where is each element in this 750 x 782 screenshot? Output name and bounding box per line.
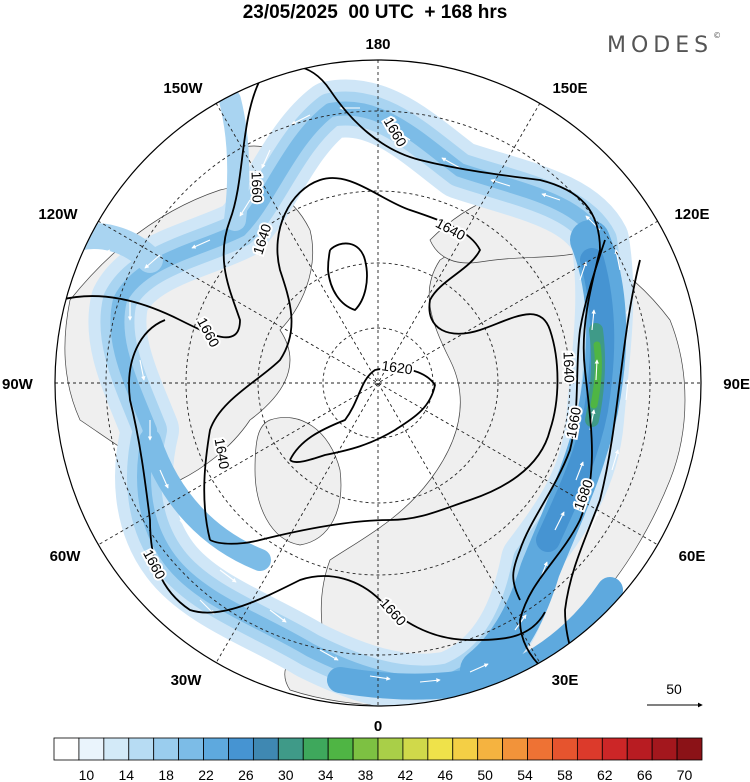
colorbar-swatch — [128, 737, 155, 761]
lon-label-60w: 60W — [50, 548, 82, 565]
colorbar-tick-label: 58 — [557, 767, 573, 782]
colorbar: 10 14 18 22 26 30 34 38 42 46 50 54 58 62 66 70 — [53, 737, 703, 782]
contour-label: 1660 — [249, 171, 266, 203]
colorbar-swatch — [676, 737, 703, 761]
colorbar-swatch — [178, 737, 204, 761]
colorbar-tick-label: 70 — [677, 767, 693, 782]
colorbar-swatch — [103, 737, 130, 761]
colorbar-swatch — [277, 737, 304, 761]
colorbar-swatch — [502, 737, 528, 761]
colorbar-tick-label: 18 — [158, 767, 174, 782]
brand-name: MODES — [607, 33, 714, 58]
lon-label-150e: 150E — [552, 80, 587, 97]
contour-label: 1640 — [561, 351, 578, 383]
lon-label-180: 180 — [365, 36, 390, 53]
colorbar-swatch — [651, 737, 678, 761]
lon-label-30w: 30W — [171, 672, 203, 689]
colorbar-swatch — [53, 737, 80, 761]
colorbar-swatch — [302, 737, 329, 761]
colorbar-swatch — [552, 737, 578, 761]
colorbar-tick-label: 22 — [198, 767, 214, 782]
colorbar-swatch — [327, 737, 354, 761]
colorbar-tick-label: 30 — [278, 767, 294, 782]
colorbar-tick-label: 42 — [398, 767, 414, 782]
lon-label-30e: 30E — [552, 672, 579, 689]
brand-mark: © — [713, 31, 722, 40]
colorbar-swatch — [452, 737, 479, 761]
colorbar-tick-label: 62 — [597, 767, 613, 782]
colorbar-swatch — [527, 737, 553, 761]
reference-vector-label: 50 — [666, 681, 682, 697]
colorbar-tick-label: 26 — [238, 767, 254, 782]
brand-logo: MODES© — [607, 31, 722, 58]
map-disc: 1660 1660 1640 1640 1660 1620 1640 1640 … — [55, 60, 701, 706]
colorbar-swatch — [352, 737, 379, 761]
wind-vectors — [91, 105, 631, 683]
geopotential-contours — [59, 65, 641, 691]
longitude-labels: 180 0 90W 90E 150W 120W 150E 120E 60W 30… — [2, 36, 750, 735]
colorbar-tick-label: 54 — [517, 767, 533, 782]
lon-label-0: 0 — [374, 718, 382, 735]
colorbar-swatch — [427, 737, 454, 761]
colorbar-swatch — [377, 737, 404, 761]
colorbar-tick-label: 66 — [637, 767, 653, 782]
colorbar-swatch — [626, 737, 653, 761]
lon-label-150w: 150W — [163, 80, 203, 97]
wind-speed-shading — [57, 79, 634, 706]
lon-label-90e: 90E — [723, 376, 750, 393]
colorbar-swatch — [153, 737, 180, 761]
colorbar-tick-label: 50 — [477, 767, 493, 782]
colorbar-swatch — [252, 737, 279, 761]
colorbar-tick-label: 38 — [358, 767, 374, 782]
reference-vector: 50 — [647, 681, 703, 708]
lon-label-60e: 60E — [679, 548, 706, 565]
colorbar-tick-label: 14 — [118, 767, 134, 782]
lon-label-90w: 90W — [2, 376, 34, 393]
lon-label-120w: 120W — [38, 206, 78, 223]
colorbar-tick-label: 34 — [318, 767, 334, 782]
colorbar-swatch — [576, 737, 603, 761]
colorbar-swatch — [402, 737, 429, 761]
colorbar-tick-label: 10 — [79, 767, 95, 782]
colorbar-swatch — [477, 737, 504, 761]
map-border — [54, 59, 702, 707]
lon-label-120e: 120E — [674, 206, 709, 223]
colorbar-swatch — [78, 737, 105, 761]
colorbar-tick-label: 46 — [438, 767, 454, 782]
colorbar-swatch — [203, 737, 229, 761]
chart-title: 23/05/2025 00 UTC + 168 hrs — [242, 2, 508, 23]
colorbar-swatch — [601, 737, 628, 761]
colorbar-swatch — [228, 737, 254, 761]
